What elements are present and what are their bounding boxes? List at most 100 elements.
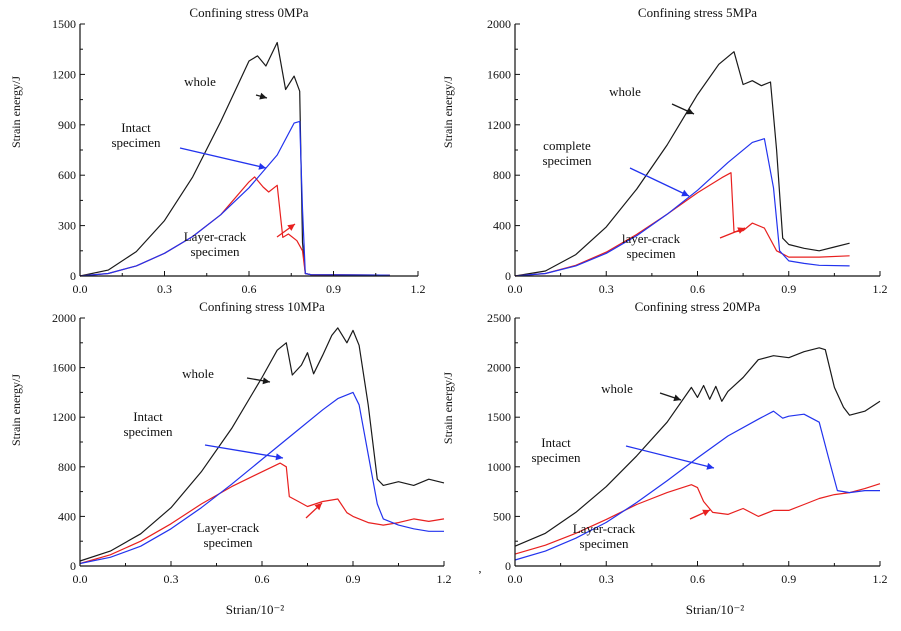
- annotation-label: Intact: [121, 120, 151, 135]
- x-tick-label: 0.0: [73, 282, 88, 296]
- y-tick-label: 2000: [487, 17, 511, 31]
- x-tick-label: 0.6: [255, 572, 270, 586]
- y-tick-label: 1500: [52, 17, 76, 31]
- chart-title: Confining stress 20MPa: [635, 299, 761, 314]
- y-axis-label: Strain energy/J: [9, 76, 23, 148]
- y-tick-label: 1000: [487, 460, 511, 474]
- annotation-arrowhead: [686, 107, 694, 115]
- chart-title: Confining stress 0MPa: [189, 5, 308, 20]
- y-tick-label: 400: [493, 219, 511, 233]
- y-tick-label: 800: [58, 460, 76, 474]
- y-axis-label: Strain energy/J: [9, 374, 23, 446]
- x-tick-label: 1.2: [437, 572, 452, 586]
- x-tick-label: 1.2: [873, 572, 888, 586]
- annotation-label: Layer-crack: [197, 520, 260, 535]
- annotation-label: specimen: [203, 535, 253, 550]
- annotation-arrowhead: [258, 163, 266, 170]
- series-line-intact: [514, 138, 850, 277]
- annotation-arrowhead: [706, 462, 714, 470]
- annotation-arrow: [625, 445, 715, 469]
- series-line-whole: [79, 327, 445, 562]
- y-tick-label: 1600: [487, 67, 511, 81]
- annotation-label: specimen: [190, 244, 240, 259]
- chart-panel-3: Confining stress 10MPa Strain energy/J 0.0…: [9, 299, 452, 586]
- y-axis-label: Strain energy/J: [441, 76, 455, 148]
- annotation-arrowhead: [287, 224, 295, 231]
- annotation-label: specimen: [123, 424, 173, 439]
- annotation-label: layer-crack: [622, 231, 681, 246]
- y-tick-label: 0: [70, 559, 76, 573]
- y-tick-label: 0: [505, 559, 511, 573]
- series-line-layer: [514, 483, 881, 555]
- y-tick-label: 2000: [487, 361, 511, 375]
- annotation-arrowhead: [673, 394, 681, 402]
- x-tick-label: 0.9: [326, 282, 341, 296]
- y-tick-label: 2500: [487, 311, 511, 325]
- y-tick-label: 800: [493, 168, 511, 182]
- x-tick-label: 0.3: [599, 572, 614, 586]
- y-tick-label: 900: [58, 118, 76, 132]
- y-tick-label: 1500: [487, 410, 511, 424]
- annotation-arrowhead: [681, 189, 689, 197]
- stray-mark: ,: [479, 561, 482, 575]
- x-tick-label: 0.6: [690, 572, 705, 586]
- series-line-intact: [79, 391, 444, 565]
- annotation-label: Layer-crack: [184, 229, 247, 244]
- y-tick-label: 400: [58, 509, 76, 523]
- annotation-arrow: [629, 167, 690, 197]
- series-line-whole: [79, 41, 390, 277]
- annotation-arrowhead: [314, 503, 322, 511]
- annotation-label: specimen: [626, 246, 676, 261]
- y-tick-label: 0: [70, 269, 76, 283]
- y-tick-label: 2000: [52, 311, 76, 325]
- chart-title: Confining stress 5MPa: [638, 5, 757, 20]
- y-tick-label: 500: [493, 509, 511, 523]
- x-tick-label: 0.3: [599, 282, 614, 296]
- x-tick-label: 0.0: [508, 572, 523, 586]
- annotation-label: specimen: [531, 450, 581, 465]
- y-axis-label: Strain energy/J: [441, 372, 455, 444]
- annotation-label: whole: [601, 381, 633, 396]
- series-line-whole: [514, 51, 850, 277]
- x-tick-label: 0.9: [346, 572, 361, 586]
- x-tick-label: 0.6: [690, 282, 705, 296]
- annotation-arrowhead: [737, 227, 745, 234]
- annotation-arrow: [179, 147, 267, 169]
- x-axis-label: Strian/10⁻²: [686, 602, 745, 617]
- x-axis-label: Strian/10⁻²: [226, 602, 285, 617]
- annotation-label: complete: [543, 138, 591, 153]
- annotation-arrowhead: [259, 92, 267, 100]
- chart-panel-4: Confining stress 20MPa Strain energy/J 0.0…: [441, 299, 888, 586]
- y-tick-label: 600: [58, 168, 76, 182]
- y-tick-label: 300: [58, 219, 76, 233]
- annotation-label: Intact: [541, 435, 571, 450]
- x-tick-label: 0.9: [781, 572, 796, 586]
- y-tick-label: 0: [505, 269, 511, 283]
- x-tick-label: 0.0: [508, 282, 523, 296]
- series-line-intact: [514, 410, 880, 561]
- x-tick-label: 0.9: [781, 282, 796, 296]
- annotation-label: Layer-crack: [573, 521, 636, 536]
- annotation-label: specimen: [542, 153, 592, 168]
- x-tick-label: 0.3: [157, 282, 172, 296]
- x-tick-label: 0.3: [164, 572, 179, 586]
- y-tick-label: 1200: [487, 118, 511, 132]
- y-tick-label: 1200: [52, 410, 76, 424]
- annotation-label: specimen: [111, 135, 161, 150]
- annotation-arrowhead: [275, 453, 283, 461]
- y-tick-label: 1200: [52, 67, 76, 81]
- x-tick-label: 0.0: [73, 572, 88, 586]
- annotation-label: whole: [184, 74, 216, 89]
- chart-title: Confining stress 10MPa: [199, 299, 325, 314]
- x-tick-label: 1.2: [411, 282, 426, 296]
- annotation-label: whole: [182, 366, 214, 381]
- series-line-layer: [79, 176, 390, 277]
- series-line-whole: [514, 347, 881, 547]
- series-line-layer: [514, 172, 850, 277]
- annotation-label: whole: [609, 84, 641, 99]
- annotation-arrowhead: [702, 509, 710, 517]
- annotation-label: Intact: [133, 409, 163, 424]
